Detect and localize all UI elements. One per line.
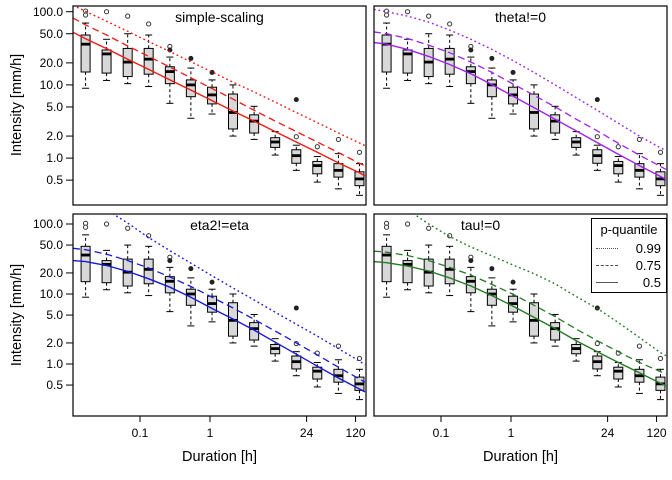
x-tick-label: 24	[299, 426, 314, 440]
y-tick-label: 2.0	[46, 129, 63, 144]
y-tick-label: 0.5	[46, 378, 63, 393]
dashed-line-swatch	[596, 265, 618, 266]
panel-theta!=0	[374, 8, 667, 196]
y-tick-label: 100.0	[32, 4, 63, 19]
y-tick-label: 5.0	[46, 99, 63, 114]
x-tick-label: 1	[507, 426, 515, 440]
legend-title: p-quantile	[600, 222, 658, 237]
x-axis-label-left-column: Duration [h]	[182, 449, 257, 465]
x-tick-label: 24	[600, 426, 615, 440]
panel-title-theta: theta!=0	[495, 9, 546, 25]
x-tick-label: 0.1	[432, 426, 450, 440]
y-tick-label: 2.0	[46, 335, 63, 350]
legend-entry-label: 0.5	[642, 275, 661, 290]
x-tick-label: 120	[646, 426, 667, 440]
panel-simple-scaling	[73, 6, 366, 196]
x-tick-label: 0.1	[131, 426, 149, 440]
legend-entry-label: 0.99	[635, 241, 661, 256]
y-tick-label: 10.0	[39, 287, 63, 301]
legend-entry-q75: 0.75	[596, 257, 662, 274]
y-tick-label: 5.0	[46, 308, 63, 323]
x-tick-label: 120	[345, 426, 366, 440]
panel-tau!=0	[374, 214, 667, 401]
x-axis-label-right-column: Duration [h]	[483, 449, 558, 465]
legend-entry-label: 0.75	[635, 258, 661, 273]
y-tick-label: 50.0	[39, 26, 63, 41]
dotted-line-swatch	[596, 248, 618, 249]
y-tick-label: 1.0	[46, 357, 63, 371]
y-tick-label: 20.0	[39, 55, 63, 70]
legend: p-quantile 0.99 0.75 0.5	[591, 218, 667, 293]
panel-title-eta2: eta2!=eta	[190, 217, 249, 233]
legend-entry-q99: 0.99	[596, 240, 662, 257]
panel-title-simple-scaling: simple-scaling	[175, 9, 264, 25]
y-tick-label: 1.0	[46, 151, 63, 166]
x-tick-label: 1	[206, 426, 214, 440]
legend-entry-q50: 0.5	[596, 274, 662, 291]
y-tick-label: 50.0	[39, 238, 63, 253]
panel-eta2!=eta	[73, 214, 366, 401]
y-tick-label: 100.0	[32, 217, 63, 231]
y-tick-label: 10.0	[39, 77, 63, 92]
panel-title-tau: tau!=0	[460, 217, 501, 233]
y-tick-label: 20.0	[39, 265, 63, 280]
solid-line-swatch	[596, 282, 618, 283]
y-tick-label: 0.5	[46, 173, 63, 188]
